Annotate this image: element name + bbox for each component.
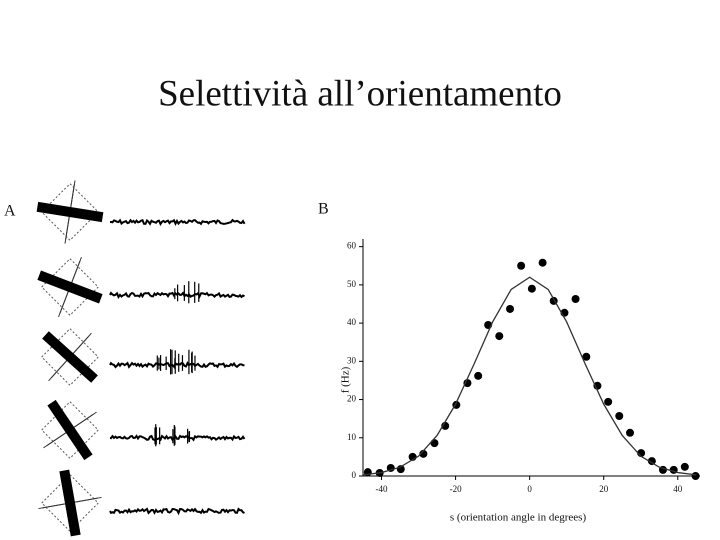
data-point	[593, 381, 602, 390]
data-point	[495, 332, 504, 341]
data-point	[571, 295, 580, 304]
spike-trace	[109, 361, 245, 369]
stimulus	[36, 180, 104, 244]
panel-label: B	[318, 201, 329, 218]
data-point	[647, 457, 656, 466]
slide-title: Selettività all’orientamento	[158, 73, 562, 114]
stimulus	[38, 469, 102, 537]
data-point	[691, 472, 700, 480]
stimulus-bar	[47, 399, 93, 461]
spike-trace	[109, 434, 246, 442]
x-tick-label: 40	[673, 484, 683, 494]
y-tick-label: 0	[352, 470, 357, 480]
y-axis-label: f (Hz)	[340, 366, 352, 393]
spike-trace	[109, 507, 245, 516]
data-point	[474, 371, 483, 380]
x-axis-label: s (orientation angle in degrees)	[450, 512, 587, 524]
y-tick-label: 30	[347, 355, 357, 365]
stimulus	[37, 256, 103, 318]
data-point	[430, 439, 439, 448]
stimulus-bar	[36, 201, 104, 223]
data-point	[615, 411, 624, 420]
stimulus-bar	[42, 331, 98, 383]
x-tick-label: -20	[450, 484, 462, 494]
stimulus-panel	[36, 180, 246, 537]
data-point	[463, 379, 472, 388]
tuning-chart: B s (orientation angle in degrees) f (Hz…	[318, 201, 700, 524]
y-tick-label: 50	[347, 279, 357, 289]
fit-curve	[362, 276, 697, 476]
panel-label: A	[4, 203, 16, 220]
y-tick-label: 60	[347, 241, 357, 251]
spike-trace	[109, 218, 246, 226]
data-point	[517, 261, 526, 270]
data-point	[527, 284, 536, 293]
data-point	[604, 397, 613, 406]
data-point	[626, 428, 635, 437]
stimulus-bar	[37, 270, 103, 304]
stimulus	[41, 328, 99, 386]
x-tick-label: -40	[376, 484, 388, 494]
data-point	[680, 462, 689, 471]
data-point	[538, 258, 547, 267]
receptive-field	[41, 183, 99, 241]
x-tick-label: 20	[599, 484, 609, 494]
stimulus-bar	[59, 469, 81, 537]
data-point	[419, 449, 428, 458]
spike-trace	[109, 291, 245, 300]
stimulus	[41, 399, 99, 461]
x-tick-label: 0	[527, 484, 532, 494]
data-point	[582, 352, 591, 361]
y-tick-label: 10	[347, 432, 357, 442]
y-tick-label: 20	[347, 394, 357, 404]
y-tick-label: 40	[347, 317, 357, 327]
data-point	[506, 304, 515, 313]
